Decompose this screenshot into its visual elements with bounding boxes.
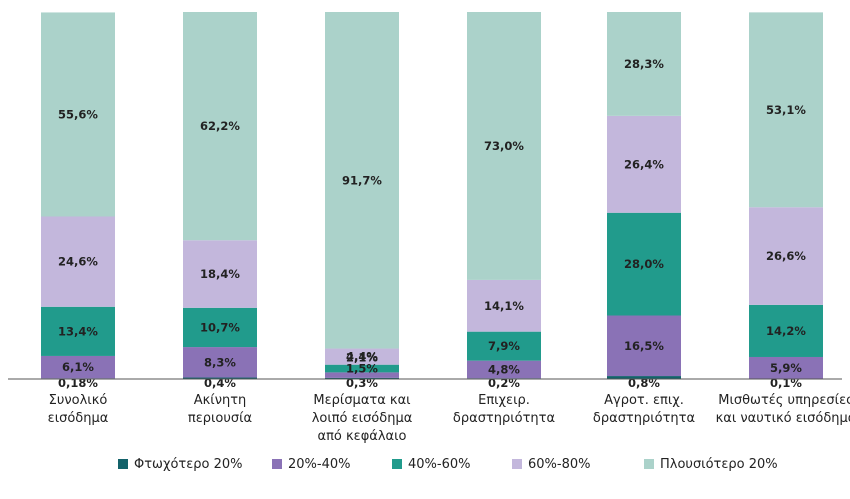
segment-value-label: 0,8% xyxy=(628,376,660,390)
legend-swatch xyxy=(118,459,128,469)
legend-label: 40%-60% xyxy=(408,457,470,472)
segment-value-label: 55,6% xyxy=(58,107,98,121)
category-label-line: λοιπό εισόδημα xyxy=(312,411,413,426)
segment-value-label: 13,4% xyxy=(58,324,98,338)
category-label: Αγροτ. επιχ. δραστηριότητα xyxy=(593,393,695,426)
bars-group xyxy=(41,12,823,379)
segment-value-label: 16,5% xyxy=(624,339,664,353)
category-label: Μερίσματα και λοιπό εισόδημα από κεφάλαιο xyxy=(312,393,413,444)
category-label-line: περιουσία xyxy=(188,411,252,426)
category-label-line: από κεφάλαιο xyxy=(318,429,407,444)
legend-label: 60%-80% xyxy=(528,457,590,472)
segment-value-label: 26,4% xyxy=(624,157,664,171)
category-label-line: δραστηριότητα xyxy=(453,411,555,426)
segment-value-label: 91,7% xyxy=(342,173,382,187)
legend-swatch xyxy=(392,459,402,469)
segment-value-label: 6,1% xyxy=(62,360,94,374)
segment-value-label: 73,0% xyxy=(484,139,524,153)
category-label-line: Ακίνητη xyxy=(194,393,247,408)
legend-swatch xyxy=(272,459,282,469)
segment-value-label: 0,4% xyxy=(204,376,236,390)
segment-value-label: 0,1% xyxy=(770,376,802,390)
legend-swatch xyxy=(512,459,522,469)
segment-value-label: 10,7% xyxy=(200,320,240,334)
category-label-line: εισόδημα xyxy=(48,411,109,426)
category-label-line: Μερίσματα και xyxy=(313,393,410,408)
category-label: Επιχειρ. δραστηριότητα xyxy=(453,393,555,426)
segment-value-label: 53,1% xyxy=(766,103,806,117)
category-label-line: Συνολικό xyxy=(49,393,108,408)
segment-value-label: 28,3% xyxy=(624,57,664,71)
segment-value-label: 0,18% xyxy=(58,376,98,390)
segment-value-label: 7,9% xyxy=(488,339,520,353)
segment-value-label: 28,0% xyxy=(624,257,664,271)
category-label: Συνολικό εισόδημα xyxy=(48,393,109,426)
category-label: Ακίνητη περιουσία xyxy=(188,393,252,426)
segment-value-label: 24,6% xyxy=(58,255,98,269)
legend: Φτωχότερο 20% 20%-40% 40%-60% 60%-80% Πλουσι… xyxy=(118,457,778,472)
category-label-line: και ναυτικό εισόδημα xyxy=(716,411,850,426)
category-labels-group: Συνολικό εισόδημα Ακίνητη περιουσία Μερίσματ… xyxy=(48,393,850,444)
segment-value-label: 26,6% xyxy=(766,249,806,263)
segment-value-label: 0,2% xyxy=(488,376,520,390)
category-label-line: δραστηριότητα xyxy=(593,411,695,426)
legend-label: Πλουσιότερο 20% xyxy=(660,457,778,472)
category-label-line: Επιχειρ. xyxy=(478,393,530,408)
segment-value-label: 14,1% xyxy=(484,299,524,313)
segment-value-label: 1,5% xyxy=(346,362,378,376)
segment-value-label: 18,4% xyxy=(200,267,240,281)
segment-value-label: 14,2% xyxy=(766,324,806,338)
legend-label: 20%-40% xyxy=(288,457,350,472)
segment-value-label: 8,3% xyxy=(204,355,236,369)
segment-value-label: 0,3% xyxy=(346,376,378,390)
segment-value-label: 4,8% xyxy=(488,362,520,376)
segment-labels-group: 6,1% 13,4% 24,6% 55,6% 0,18% 8,3% 10,7% 18,4% 62… xyxy=(58,57,806,390)
segment-value-label: 62,2% xyxy=(200,119,240,133)
legend-swatch xyxy=(644,459,654,469)
category-label-line: Μισθωτές υπηρεσίες xyxy=(718,393,850,408)
category-label-line: Αγροτ. επιχ. xyxy=(604,393,684,408)
legend-label: Φτωχότερο 20% xyxy=(134,457,243,472)
category-label: Μισθωτές υπηρεσίες και ναυτικό εισόδημα xyxy=(716,393,850,426)
segment-value-label: 5,9% xyxy=(770,361,802,375)
